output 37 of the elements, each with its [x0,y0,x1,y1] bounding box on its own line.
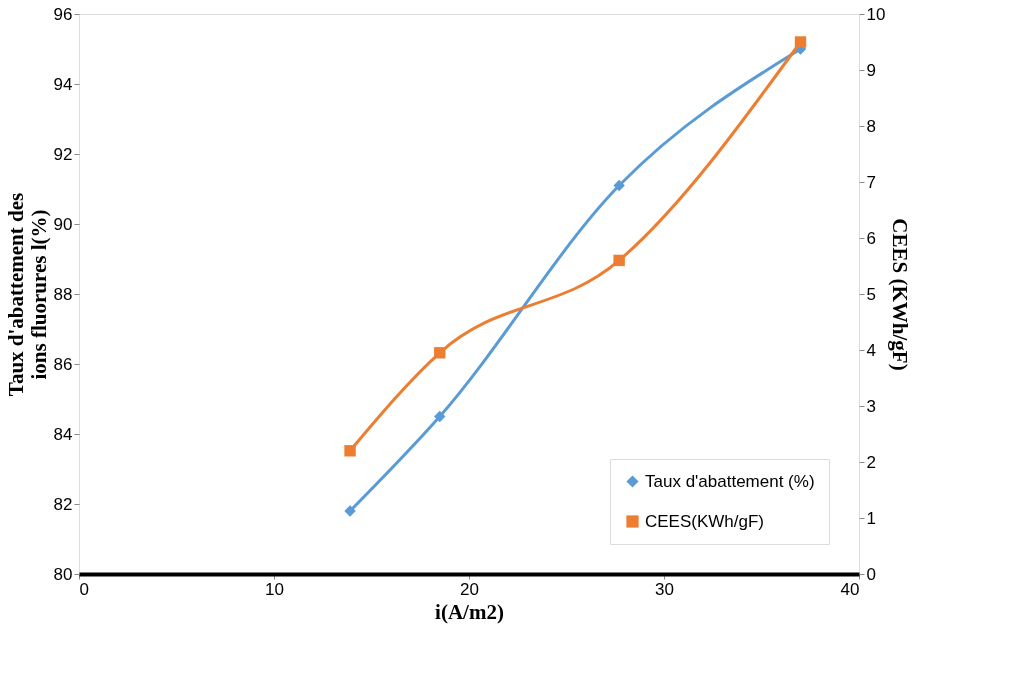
point [613,179,625,192]
y2-tick-label: 8 [866,116,876,136]
point [434,347,446,359]
point [434,410,446,423]
x-tick-label: 0 [79,579,89,599]
point [344,505,356,517]
legend-label: CEES(KWh/gF) [645,511,765,531]
y2-tick-label: 9 [866,60,876,80]
y2-tick-label: 6 [866,228,876,248]
y2-tick-label: 10 [866,4,886,24]
y2-tick-label: 2 [866,452,876,472]
y2-tick-label: 4 [866,340,876,360]
point [794,36,807,48]
x-tick-label: 40 [840,579,860,599]
y2-axis-title: CEES (KWh/gF) [888,218,913,371]
y2-tick-label: 7 [866,172,876,192]
x-tick-label: 20 [460,579,479,599]
y2-tick-label: 0 [866,564,876,584]
y-tick-label: 86 [53,354,73,374]
x-axis-title: i(A/m2) [435,599,504,624]
y-axis-title: Taux d'abattement des ions fluorures l(%) [3,192,51,397]
y-tick-label: 96 [53,4,73,24]
y-tick-label: 92 [53,144,73,164]
y2-tick-label: 1 [866,508,876,528]
y2-tick-label: 5 [866,284,876,304]
y-tick-label: 80 [53,564,73,584]
y-tick-label: 94 [53,74,73,94]
y-tick-label: 90 [53,214,73,234]
legend-label: Taux d'abattement (%) [645,471,815,491]
y-tick-label: 82 [53,494,73,514]
y-tick-label: 88 [53,284,73,304]
x-tick-label: 30 [655,579,674,599]
point [613,254,625,267]
point [344,445,356,457]
x-tick-label: 10 [265,579,284,599]
y2-tick-label: 3 [866,396,876,416]
y-tick-label: 84 [53,424,73,444]
